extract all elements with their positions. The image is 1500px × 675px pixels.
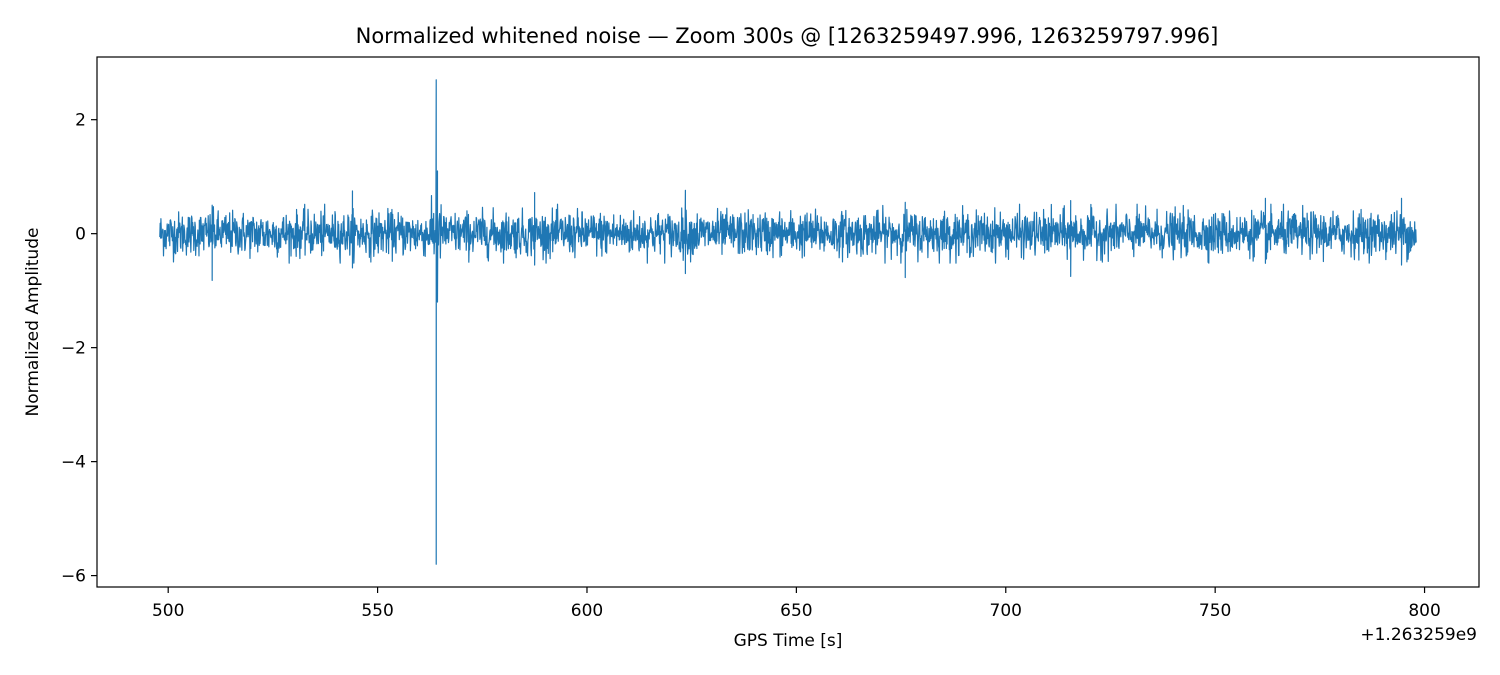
series-1	[159, 79, 1417, 565]
x-tick-label: 750	[1199, 601, 1231, 621]
x-axis-label: GPS Time [s]	[734, 631, 843, 651]
x-tick-label: 650	[780, 601, 812, 621]
plot-area	[97, 57, 1479, 587]
y-axis: 2 0 −2 −4 −6	[61, 111, 97, 587]
y-tick-label: −6	[61, 567, 86, 587]
x-tick-label: 800	[1408, 601, 1440, 621]
x-tick-label: 500	[152, 601, 184, 621]
y-tick-label: −4	[61, 453, 86, 473]
y-tick-label: 2	[75, 111, 86, 131]
x-tick-label: 550	[361, 601, 393, 621]
x-axis: 500 550 600 650 700 750 800	[152, 587, 1441, 621]
plot-frame	[96, 56, 1480, 588]
series-line	[159, 79, 1417, 565]
x-axis-offset-label: +1.263259e9	[1360, 625, 1477, 645]
chart-title: Normalized whitened noise — Zoom 300s @ …	[356, 24, 1219, 48]
y-tick-label: 0	[75, 225, 86, 245]
x-tick-label: 600	[571, 601, 603, 621]
y-tick-label: −2	[61, 339, 86, 359]
y-axis-label: Normalized Amplitude	[23, 228, 43, 417]
x-tick-label: 700	[990, 601, 1022, 621]
